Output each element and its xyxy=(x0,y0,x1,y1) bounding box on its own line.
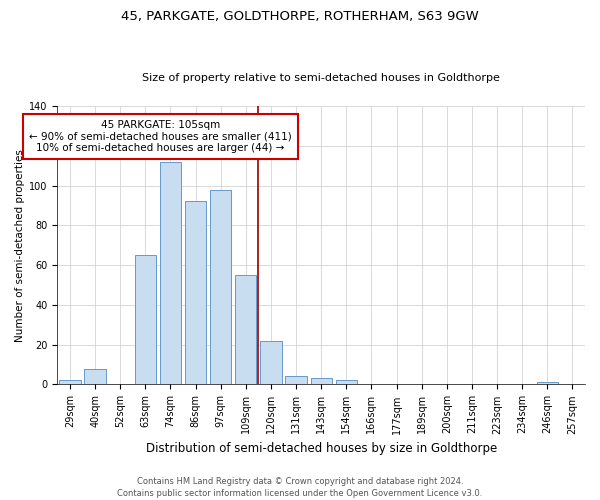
Bar xyxy=(536,382,558,384)
Text: 45, PARKGATE, GOLDTHORPE, ROTHERHAM, S63 9GW: 45, PARKGATE, GOLDTHORPE, ROTHERHAM, S63… xyxy=(121,10,479,23)
Bar xyxy=(210,190,232,384)
Bar xyxy=(134,255,156,384)
Y-axis label: Number of semi-detached properties: Number of semi-detached properties xyxy=(15,149,25,342)
Bar xyxy=(335,380,357,384)
Title: Size of property relative to semi-detached houses in Goldthorpe: Size of property relative to semi-detach… xyxy=(142,73,500,83)
Text: Contains HM Land Registry data © Crown copyright and database right 2024.
Contai: Contains HM Land Registry data © Crown c… xyxy=(118,476,482,498)
Bar xyxy=(286,376,307,384)
Bar xyxy=(59,380,80,384)
Bar xyxy=(260,340,281,384)
X-axis label: Distribution of semi-detached houses by size in Goldthorpe: Distribution of semi-detached houses by … xyxy=(146,442,497,455)
Bar xyxy=(85,368,106,384)
Bar xyxy=(235,275,256,384)
Bar xyxy=(185,202,206,384)
Bar xyxy=(311,378,332,384)
Bar xyxy=(160,162,181,384)
Text: 45 PARKGATE: 105sqm
← 90% of semi-detached houses are smaller (411)
10% of semi-: 45 PARKGATE: 105sqm ← 90% of semi-detach… xyxy=(29,120,292,153)
